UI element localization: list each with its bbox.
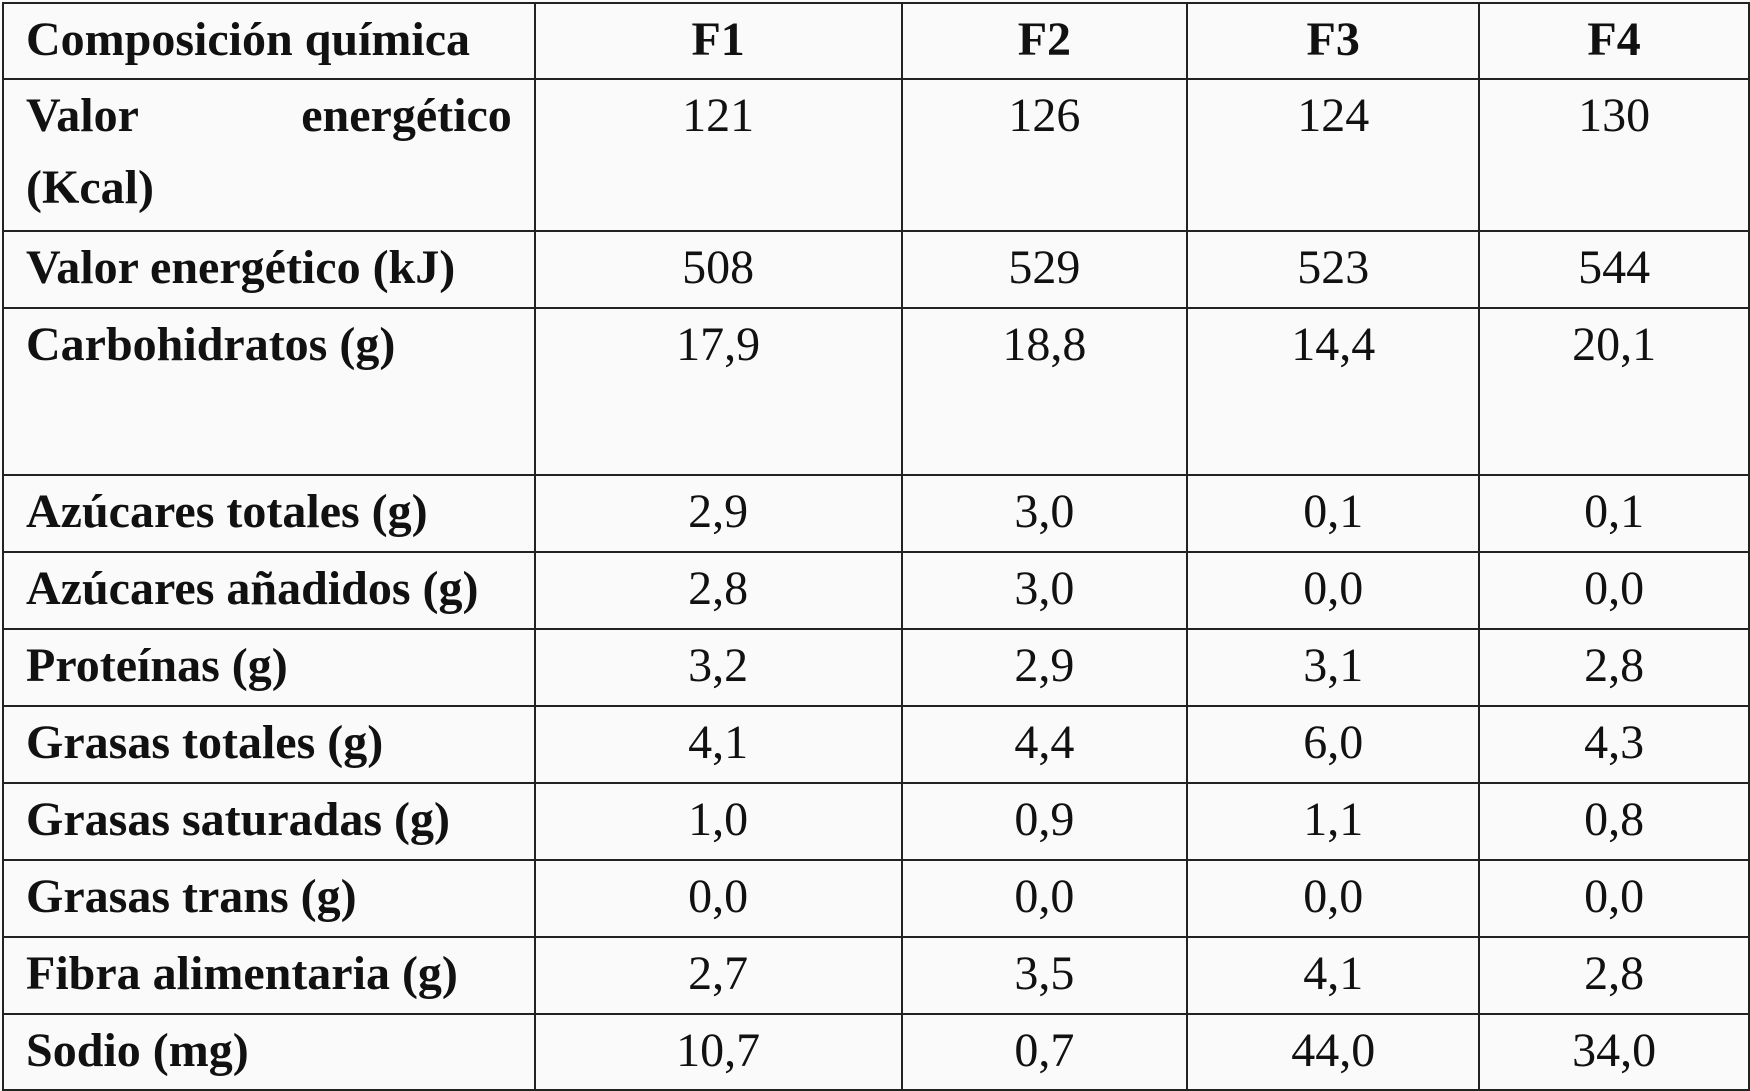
- cell-f4: 2,8: [1478, 628, 1750, 707]
- cell-f3: 44,0: [1186, 1013, 1481, 1091]
- cell-f1: 2,8: [533, 551, 903, 630]
- cell-f3: 0,0: [1186, 859, 1481, 938]
- cell-f4: 34,0: [1478, 1013, 1750, 1091]
- cell-f2: 0,0: [900, 859, 1189, 938]
- cell-f2: 18,8: [900, 307, 1189, 476]
- cell-f1: 3,2: [533, 628, 903, 707]
- cell-f2: 0,9: [900, 782, 1189, 861]
- header-f4: F4: [1478, 2, 1750, 80]
- cell-f1: 17,9: [533, 307, 903, 476]
- header-f2: F2: [900, 2, 1189, 80]
- header-f3: F3: [1186, 2, 1481, 80]
- row-label: Fibra alimentaria (g): [2, 936, 536, 1015]
- cell-f3: 6,0: [1186, 705, 1481, 784]
- cell-f4: 0,1: [1478, 474, 1750, 553]
- cell-f4: 4,3: [1478, 705, 1750, 784]
- cell-f2: 0,7: [900, 1013, 1189, 1091]
- cell-f1: 10,7: [533, 1013, 903, 1091]
- cell-f2: 3,0: [900, 551, 1189, 630]
- header-composition: Composición química: [2, 2, 536, 80]
- cell-f1: 508: [533, 230, 903, 309]
- cell-f1: 2,7: [533, 936, 903, 1015]
- cell-f1: 1,0: [533, 782, 903, 861]
- table-row: Azúcares añadidos (g) 2,8 3,0 0,0 0,0: [2, 551, 1750, 630]
- cell-f4: 0,0: [1478, 551, 1750, 630]
- table-row: Grasas totales (g) 4,1 4,4 6,0 4,3: [2, 705, 1750, 784]
- header-f1: F1: [533, 2, 903, 80]
- cell-f1: 4,1: [533, 705, 903, 784]
- table-row: Azúcares totales (g) 2,9 3,0 0,1 0,1: [2, 474, 1750, 553]
- cell-f2: 3,0: [900, 474, 1189, 553]
- row-label: Azúcares totales (g): [2, 474, 536, 553]
- cell-f2: 126: [900, 78, 1189, 232]
- row-label-line2: (Kcal): [26, 161, 154, 214]
- row-label: Sodio (mg): [2, 1013, 536, 1091]
- cell-f3: 0,1: [1186, 474, 1481, 553]
- cell-f2: 3,5: [900, 936, 1189, 1015]
- cell-f4: 130: [1478, 78, 1750, 232]
- cell-f1: 2,9: [533, 474, 903, 553]
- table-row: Valor energético (kJ) 508 529 523 544: [2, 230, 1750, 309]
- table-row: Sodio (mg) 10,7 0,7 44,0 34,0: [2, 1013, 1750, 1091]
- row-label-line1: Valor energético: [26, 89, 512, 142]
- table-row: Valor energético (Kcal) 121 126 124 130: [2, 78, 1750, 232]
- header-row: Composición química F1 F2 F3 F4: [2, 2, 1750, 80]
- cell-f3: 4,1: [1186, 936, 1481, 1015]
- table-row: Grasas trans (g) 0,0 0,0 0,0 0,0: [2, 859, 1750, 938]
- cell-f1: 121: [533, 78, 903, 232]
- row-label: Grasas saturadas (g): [2, 782, 536, 861]
- cell-f3: 124: [1186, 78, 1481, 232]
- row-label: Azúcares añadidos (g): [2, 551, 536, 630]
- cell-f4: 0,8: [1478, 782, 1750, 861]
- table-row: Fibra alimentaria (g) 2,7 3,5 4,1 2,8: [2, 936, 1750, 1015]
- cell-f1: 0,0: [533, 859, 903, 938]
- cell-f3: 0,0: [1186, 551, 1481, 630]
- cell-f4: 2,8: [1478, 936, 1750, 1015]
- cell-f3: 3,1: [1186, 628, 1481, 707]
- cell-f2: 2,9: [900, 628, 1189, 707]
- row-label: Grasas totales (g): [2, 705, 536, 784]
- cell-f2: 529: [900, 230, 1189, 309]
- cell-f4: 544: [1478, 230, 1750, 309]
- cell-f3: 523: [1186, 230, 1481, 309]
- cell-f4: 20,1: [1478, 307, 1750, 476]
- row-label: Proteínas (g): [2, 628, 536, 707]
- cell-f3: 14,4: [1186, 307, 1481, 476]
- row-label: Grasas trans (g): [2, 859, 536, 938]
- table-row: Grasas saturadas (g) 1,0 0,9 1,1 0,8: [2, 782, 1750, 861]
- row-label: Carbohidratos (g): [2, 307, 536, 476]
- cell-f4: 0,0: [1478, 859, 1750, 938]
- table-row: Proteínas (g) 3,2 2,9 3,1 2,8: [2, 628, 1750, 707]
- row-label: Valor energético (Kcal): [2, 78, 536, 232]
- cell-f3: 1,1: [1186, 782, 1481, 861]
- cell-f2: 4,4: [900, 705, 1189, 784]
- row-label: Valor energético (kJ): [2, 230, 536, 309]
- table-row: Carbohidratos (g) 17,9 18,8 14,4 20,1: [2, 307, 1750, 476]
